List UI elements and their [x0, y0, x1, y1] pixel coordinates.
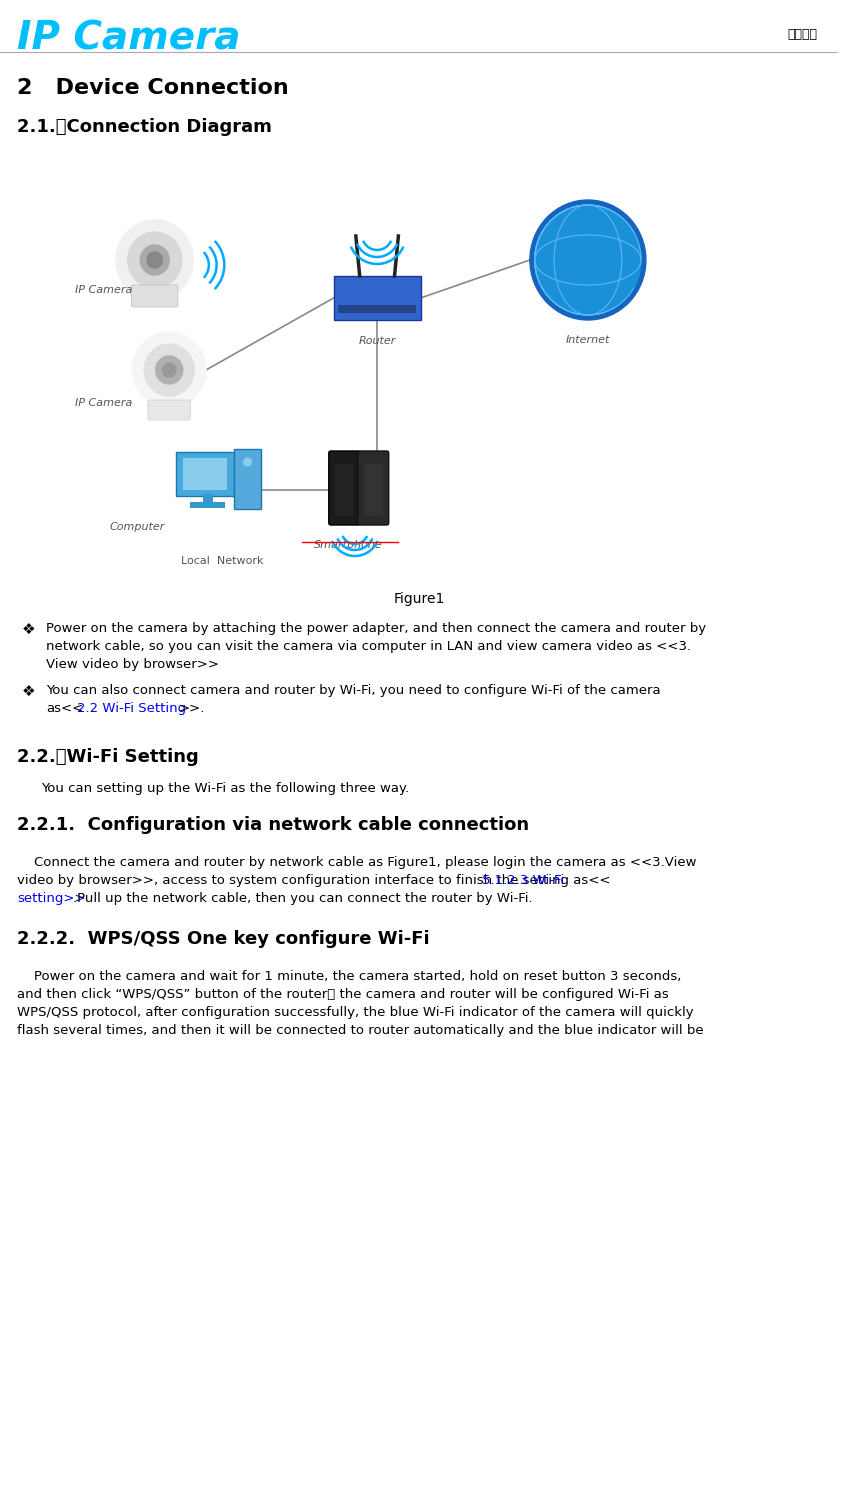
Text: Connect the camera and router by network cable as Figure1, please login the came: Connect the camera and router by network… — [17, 855, 697, 869]
Text: 2.2.2.  WPS/QSS One key configure Wi-Fi: 2.2.2. WPS/QSS One key configure Wi-Fi — [17, 930, 430, 948]
Circle shape — [140, 246, 169, 276]
Text: 2   Device Connection: 2 Device Connection — [17, 78, 290, 97]
Circle shape — [147, 252, 162, 268]
FancyBboxPatch shape — [358, 451, 388, 524]
Text: Figure1: Figure1 — [394, 592, 445, 607]
Text: 2.1.　Connection Diagram: 2.1. Connection Diagram — [17, 118, 272, 136]
Text: View video by browser>>: View video by browser>> — [47, 658, 219, 671]
Text: ❖: ❖ — [22, 685, 35, 700]
Text: setting>>: setting>> — [17, 891, 86, 905]
FancyBboxPatch shape — [363, 464, 383, 515]
Circle shape — [127, 232, 182, 288]
Circle shape — [530, 201, 646, 321]
Text: 用户手册: 用户手册 — [787, 28, 817, 40]
FancyBboxPatch shape — [335, 464, 354, 515]
FancyBboxPatch shape — [132, 285, 178, 307]
FancyBboxPatch shape — [203, 494, 212, 503]
Circle shape — [535, 205, 641, 315]
FancyBboxPatch shape — [176, 452, 234, 496]
Text: flash several times, and then it will be connected to router automatically and t: flash several times, and then it will be… — [17, 1025, 704, 1037]
Text: 5.1.2.3 Wi-Fi: 5.1.2.3 Wi-Fi — [481, 873, 564, 887]
FancyBboxPatch shape — [234, 449, 261, 509]
Text: video by browser>>, access to system configuration interface to finish the setti: video by browser>>, access to system con… — [17, 873, 611, 887]
Circle shape — [133, 333, 206, 407]
FancyBboxPatch shape — [329, 451, 360, 524]
Text: .Pull up the network cable, then you can connect the router by Wi-Fi.: .Pull up the network cable, then you can… — [74, 891, 533, 905]
FancyBboxPatch shape — [191, 502, 225, 508]
Text: 2.2 Wi-Fi Setting: 2.2 Wi-Fi Setting — [77, 703, 186, 715]
FancyBboxPatch shape — [148, 400, 191, 419]
Text: WPS/QSS protocol, after configuration successfully, the blue Wi-Fi indicator of : WPS/QSS protocol, after configuration su… — [17, 1007, 694, 1019]
Text: You can setting up the Wi-Fi as the following three way.: You can setting up the Wi-Fi as the foll… — [41, 782, 408, 795]
Text: Internet: Internet — [566, 336, 610, 345]
Text: Power on the camera by attaching the power adapter, and then connect the camera : Power on the camera by attaching the pow… — [47, 622, 707, 635]
Circle shape — [162, 363, 176, 377]
Text: Local  Network: Local Network — [181, 556, 264, 566]
Text: 2.2.　Wi-Fi Setting: 2.2. Wi-Fi Setting — [17, 748, 199, 765]
Text: as<<: as<< — [47, 703, 83, 715]
Text: Router: Router — [358, 336, 396, 346]
Text: Smartphone: Smartphone — [314, 539, 382, 550]
Text: network cable, so you can visit the camera via computer in LAN and view camera v: network cable, so you can visit the came… — [47, 640, 692, 653]
Circle shape — [156, 357, 183, 383]
FancyBboxPatch shape — [334, 276, 420, 321]
Text: You can also connect camera and router by Wi-Fi, you need to configure Wi-Fi of : You can also connect camera and router b… — [47, 685, 661, 697]
Text: IP Camera: IP Camera — [75, 398, 133, 407]
Circle shape — [116, 220, 193, 300]
Text: ❖: ❖ — [22, 622, 35, 637]
Text: IP Camera: IP Camera — [17, 19, 241, 57]
Circle shape — [144, 345, 194, 395]
Text: Computer: Computer — [109, 521, 165, 532]
Text: Power on the camera and wait for 1 minute, the camera started, hold on reset but: Power on the camera and wait for 1 minut… — [17, 971, 681, 983]
FancyBboxPatch shape — [338, 306, 416, 313]
Text: 2.2.1.  Configuration via network cable connection: 2.2.1. Configuration via network cable c… — [17, 816, 530, 834]
FancyBboxPatch shape — [183, 458, 227, 490]
Text: >>.: >>. — [179, 703, 205, 715]
Circle shape — [244, 458, 251, 466]
Text: and then click “WPS/QSS” button of the router， the camera and router will be con: and then click “WPS/QSS” button of the r… — [17, 989, 669, 1001]
Text: IP Camera: IP Camera — [75, 285, 133, 295]
